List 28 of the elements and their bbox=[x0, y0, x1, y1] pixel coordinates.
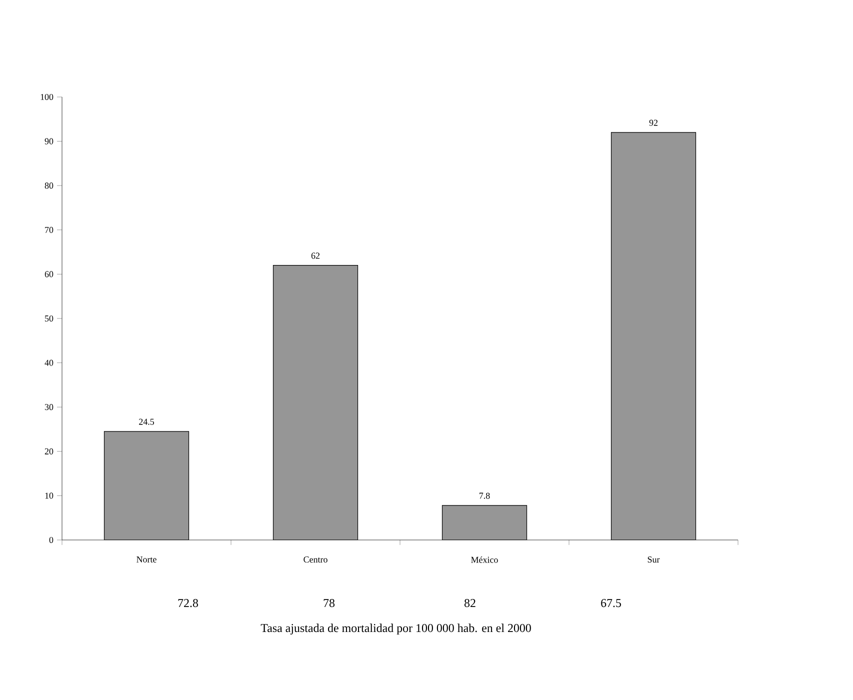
bar bbox=[273, 265, 358, 540]
text: Tasa ajustada de mortalidad por 100 000 hab. en el 2000 bbox=[260, 624, 531, 635]
x-tick-label: México bbox=[471, 556, 498, 563]
data-label: 62 bbox=[311, 252, 320, 259]
y-tick-label: 60 bbox=[44, 271, 54, 278]
x-tick-label: Sur bbox=[648, 556, 660, 563]
text: 67.5 bbox=[601, 599, 622, 608]
y-tick-label: 30 bbox=[44, 404, 54, 410]
y-tick-label: 80 bbox=[44, 182, 54, 189]
text: 72.8 bbox=[178, 599, 198, 608]
y-tick-label: 10 bbox=[45, 492, 54, 499]
data-label: 92 bbox=[649, 120, 658, 126]
y-tick-label: 90 bbox=[44, 138, 54, 144]
x-tick-label: Norte bbox=[136, 556, 156, 562]
y-tick-label: 40 bbox=[44, 360, 54, 366]
y-tick-label: 70 bbox=[45, 226, 54, 233]
text: 78 bbox=[324, 599, 335, 608]
bar bbox=[442, 505, 527, 540]
y-tick-label: 50 bbox=[45, 315, 54, 322]
y-tick-label: 20 bbox=[44, 448, 54, 454]
bar bbox=[610, 132, 696, 540]
data-label: 24.5 bbox=[139, 418, 154, 425]
data-label: 7.8 bbox=[480, 492, 490, 499]
bar bbox=[104, 431, 189, 540]
text: 82 bbox=[464, 599, 476, 608]
y-tick-label: 100 bbox=[40, 94, 54, 100]
x-tick-label: Centro bbox=[304, 556, 328, 563]
y-tick-label: 0 bbox=[49, 536, 54, 544]
